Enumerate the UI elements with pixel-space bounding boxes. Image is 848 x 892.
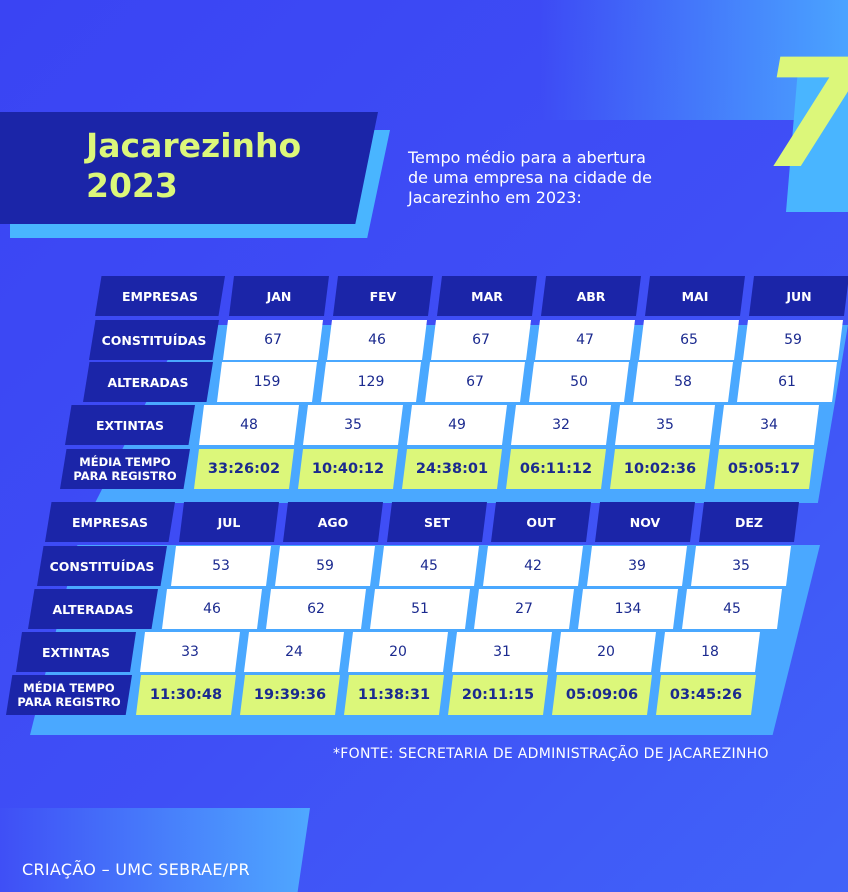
table-cell-time: 11:38:31 <box>344 675 444 715</box>
header-cell: FEV <box>333 276 433 316</box>
table2-row-constituidas: CONSTITUÍDAS 53 59 45 42 39 35 <box>37 546 791 586</box>
table-cell: 45 <box>682 589 782 629</box>
header-cell: JUN <box>749 276 848 316</box>
row-label: CONSTITUÍDAS <box>89 320 219 360</box>
table-cell: 159 <box>217 362 317 402</box>
table1-row-extintas: EXTINTAS 48 35 49 32 35 34 <box>65 405 819 445</box>
table-cell: 34 <box>719 405 819 445</box>
source-note: *FONTE: SECRETARIA DE ADMINISTRAÇÃO DE J… <box>333 746 769 762</box>
table-cell-time: 20:11:15 <box>448 675 548 715</box>
table-cell: 53 <box>171 546 271 586</box>
bottom-gradient-decoration <box>0 808 310 892</box>
row-label: MÉDIA TEMPO PARA REGISTRO <box>60 449 190 489</box>
row-label: ALTERADAS <box>28 589 158 629</box>
table-cell: 58 <box>633 362 733 402</box>
table-cell: 134 <box>578 589 678 629</box>
table-cell: 35 <box>691 546 791 586</box>
table-cell: 51 <box>370 589 470 629</box>
table-cell: 67 <box>223 320 323 360</box>
row-label: ALTERADAS <box>83 362 213 402</box>
table-cell: 35 <box>615 405 715 445</box>
header-cell: MAR <box>437 276 537 316</box>
table1-row-constituidas: CONSTITUÍDAS 67 46 67 47 65 59 <box>89 320 843 360</box>
table-cell-time: 19:39:36 <box>240 675 340 715</box>
table-cell-time: 11:30:48 <box>136 675 236 715</box>
table-cell-time: 03:45:26 <box>656 675 756 715</box>
table1-row-alteradas: ALTERADAS 159 129 67 50 58 61 <box>83 362 837 402</box>
table-cell-time: 05:05:17 <box>714 449 814 489</box>
row-label: CONSTITUÍDAS <box>37 546 167 586</box>
page-title: Jacarezinho 2023 <box>86 126 301 206</box>
header-cell: JUL <box>179 502 279 542</box>
table-cell-time: 06:11:12 <box>506 449 606 489</box>
table-cell: 46 <box>162 589 262 629</box>
table2-header-row: EMPRESAS JUL AGO SET OUT NOV DEZ <box>45 502 799 542</box>
table-cell: 59 <box>743 320 843 360</box>
table-cell-time: 10:40:12 <box>298 449 398 489</box>
table-cell: 39 <box>587 546 687 586</box>
table-cell: 33 <box>140 632 240 672</box>
title-city: Jacarezinho <box>86 126 302 165</box>
header-cell: MAI <box>645 276 745 316</box>
table-cell: 27 <box>474 589 574 629</box>
table-cell: 20 <box>348 632 448 672</box>
table-cell: 65 <box>639 320 739 360</box>
table-cell: 18 <box>660 632 760 672</box>
header-cell: SET <box>387 502 487 542</box>
table1-row-media: MÉDIA TEMPO PARA REGISTRO 33:26:02 10:40:… <box>60 449 814 489</box>
table-cell: 129 <box>321 362 421 402</box>
table-cell: 20 <box>556 632 656 672</box>
table-cell-time: 10:02:36 <box>610 449 710 489</box>
table-cell: 32 <box>511 405 611 445</box>
header-cell: EMPRESAS <box>95 276 225 316</box>
table-cell: 62 <box>266 589 366 629</box>
table-cell: 24 <box>244 632 344 672</box>
row-label: EXTINTAS <box>16 632 136 672</box>
header-cell: OUT <box>491 502 591 542</box>
table-cell: 67 <box>431 320 531 360</box>
table-cell: 50 <box>529 362 629 402</box>
header-cell: AGO <box>283 502 383 542</box>
table2-row-alteradas: ALTERADAS 46 62 51 27 134 45 <box>28 589 782 629</box>
table-cell: 45 <box>379 546 479 586</box>
table2-row-extintas: EXTINTAS 33 24 20 31 20 18 <box>16 632 760 672</box>
table-cell: 35 <box>303 405 403 445</box>
table-cell-time: 05:09:06 <box>552 675 652 715</box>
header-cell: EMPRESAS <box>45 502 175 542</box>
header-cell: DEZ <box>699 502 799 542</box>
subtitle: Tempo médio para a abertura de uma empre… <box>408 148 652 207</box>
table-cell: 59 <box>275 546 375 586</box>
table2-row-media: MÉDIA TEMPO PARA REGISTRO 11:30:48 19:39:… <box>6 675 756 715</box>
table-cell: 61 <box>737 362 837 402</box>
table-cell-time: 33:26:02 <box>194 449 294 489</box>
header-cell: ABR <box>541 276 641 316</box>
title-block <box>0 112 378 224</box>
credit: CRIAÇÃO – UMC SEBRAE/PR <box>22 860 250 879</box>
table-cell: 67 <box>425 362 525 402</box>
title-year: 2023 <box>86 166 178 205</box>
table-cell: 42 <box>483 546 583 586</box>
table-cell: 48 <box>199 405 299 445</box>
table1-header-row: EMPRESAS JAN FEV MAR ABR MAI JUN <box>95 276 848 316</box>
table-cell: 49 <box>407 405 507 445</box>
header-cell: NOV <box>595 502 695 542</box>
table-cell: 46 <box>327 320 427 360</box>
table-cell-time: 24:38:01 <box>402 449 502 489</box>
table-cell: 47 <box>535 320 635 360</box>
header-cell: JAN <box>229 276 329 316</box>
row-label: EXTINTAS <box>65 405 195 445</box>
row-label: MÉDIA TEMPO PARA REGISTRO <box>6 675 132 715</box>
table-cell: 31 <box>452 632 552 672</box>
